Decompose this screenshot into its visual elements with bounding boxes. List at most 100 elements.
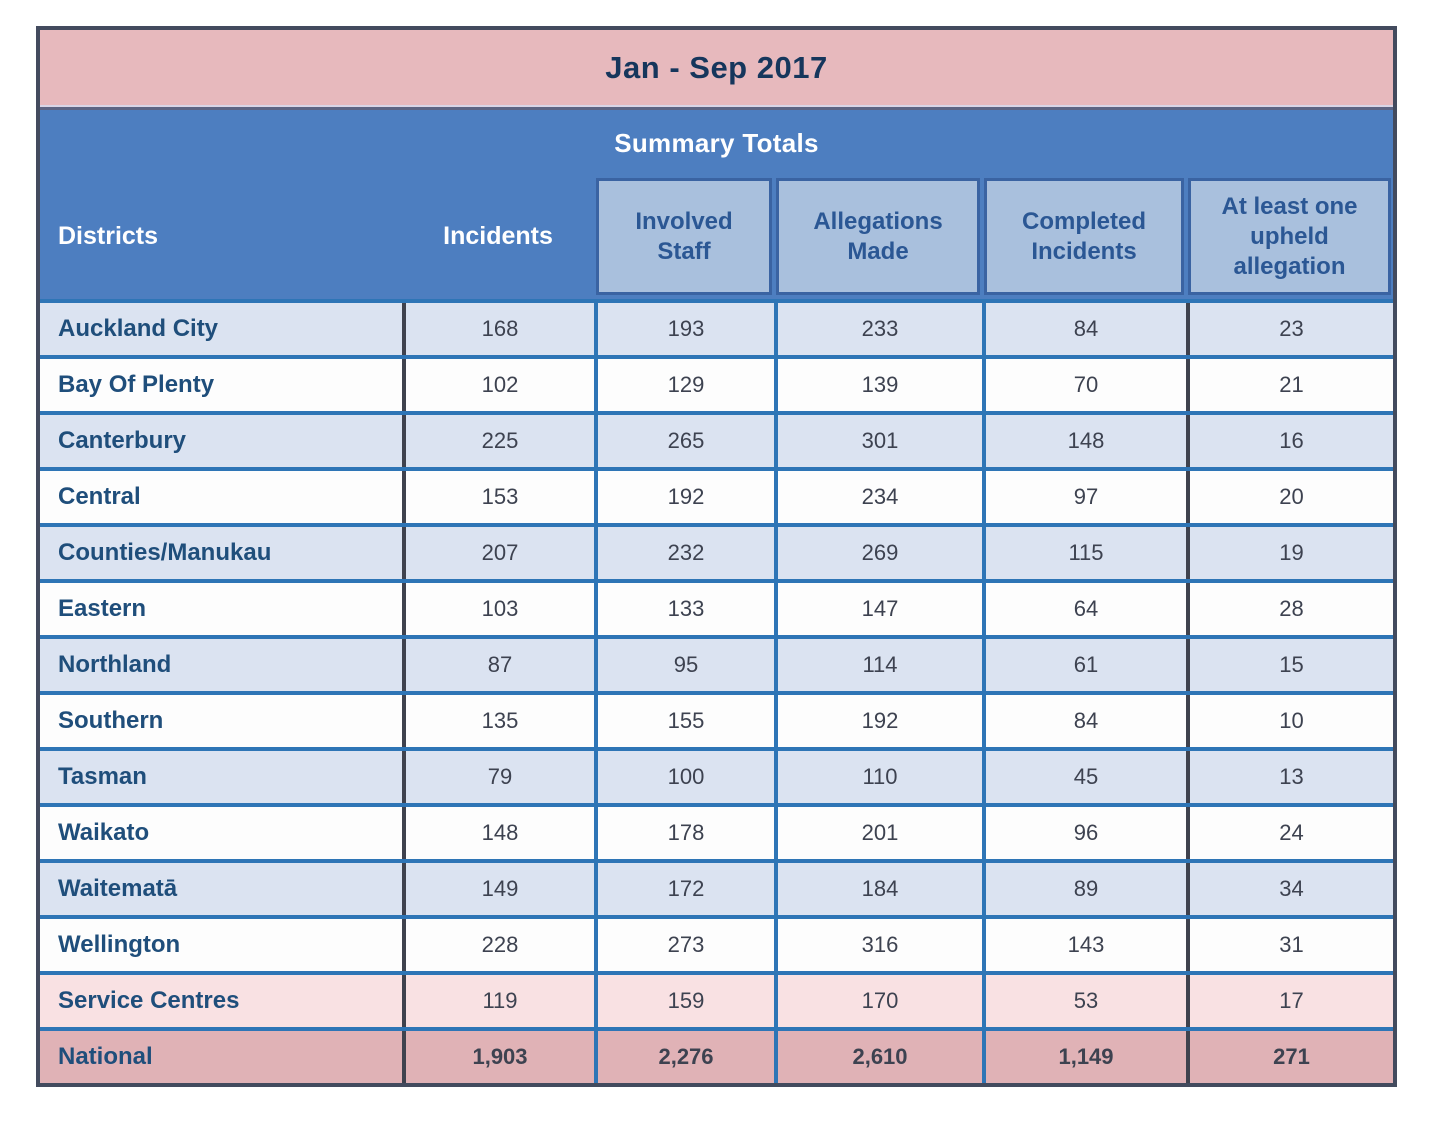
value-cell: 21 [1186,359,1393,411]
table-row: Eastern 103 133 147 64 28 [40,579,1393,635]
value-cell: 15 [1186,639,1393,691]
table-row: Tasman 79 100 110 45 13 [40,747,1393,803]
value-cell: 269 [774,527,982,579]
value-cell: 103 [402,583,594,635]
value-cell: 31 [1186,919,1393,971]
district-cell: Eastern [58,595,147,622]
value-cell: 100 [594,751,774,803]
value-cell: 19 [1186,527,1393,579]
district-cell: Tasman [58,763,147,790]
value-cell: 139 [774,359,982,411]
value-cell: 233 [774,303,982,355]
value-cell: 133 [594,583,774,635]
value-cell: 79 [402,751,594,803]
value-cell: 1,903 [402,1031,594,1083]
value-cell: 301 [774,415,982,467]
value-cell: 168 [402,303,594,355]
value-cell: 172 [594,863,774,915]
table-row: Bay Of Plenty 102 129 139 70 21 [40,355,1393,411]
district-cell: Bay Of Plenty [58,371,215,398]
value-cell: 53 [982,975,1186,1027]
table-row: Northland 87 95 114 61 15 [40,635,1393,691]
column-header-completed-incidents: Completed Incidents [984,178,1184,295]
column-header-incidents: Incidents [443,222,553,250]
value-cell: 119 [402,975,594,1027]
value-cell: 20 [1186,471,1393,523]
value-cell: 265 [594,415,774,467]
value-cell: 148 [982,415,1186,467]
period-title: Jan - Sep 2017 [605,49,828,85]
value-cell: 96 [982,807,1186,859]
value-cell: 192 [774,695,982,747]
value-cell: 45 [982,751,1186,803]
value-cell: 155 [594,695,774,747]
value-cell: 149 [402,863,594,915]
value-cell: 2,610 [774,1031,982,1083]
column-header-label: Completed Incidents [1021,207,1146,265]
value-cell: 114 [774,639,982,691]
column-header-upheld-allegation: At least one upheld allegation [1188,178,1391,295]
value-cell: 207 [402,527,594,579]
district-cell: Wellington [58,931,181,958]
district-cell: Auckland City [58,315,219,342]
value-cell: 225 [402,415,594,467]
column-header-allegations-made: Allegations Made [776,178,980,295]
summary-table: Jan - Sep 2017 Summary Totals Districts … [36,26,1397,1087]
table-body: Auckland City 168 193 233 84 23 Bay Of P… [40,299,1393,1083]
value-cell: 129 [594,359,774,411]
table-header: Summary Totals Districts Incidents Invol… [40,107,1393,299]
value-cell: 232 [594,527,774,579]
value-cell: 153 [402,471,594,523]
value-cell: 89 [982,863,1186,915]
value-cell: 178 [594,807,774,859]
value-cell: 2,276 [594,1031,774,1083]
column-header-label: Allegations Made [813,207,943,265]
value-cell: 13 [1186,751,1393,803]
table-row: Southern 135 155 192 84 10 [40,691,1393,747]
value-cell: 70 [982,359,1186,411]
table-row: Wellington 228 273 316 143 31 [40,915,1393,971]
district-cell: Waikato [58,819,150,846]
value-cell: 147 [774,583,982,635]
value-cell: 316 [774,919,982,971]
district-cell: Northland [58,651,172,678]
value-cell: 184 [774,863,982,915]
value-cell: 201 [774,807,982,859]
value-cell: 192 [594,471,774,523]
value-cell: 23 [1186,303,1393,355]
column-headers: Districts Incidents Involved Staff Alleg… [40,178,1393,295]
table-row: National 1,903 2,276 2,610 1,149 271 [40,1027,1393,1083]
value-cell: 84 [982,695,1186,747]
value-cell: 159 [594,975,774,1027]
value-cell: 148 [402,807,594,859]
table-row: Auckland City 168 193 233 84 23 [40,299,1393,355]
value-cell: 143 [982,919,1186,971]
column-header-districts: Districts [58,222,159,250]
value-cell: 64 [982,583,1186,635]
value-cell: 34 [1186,863,1393,915]
value-cell: 84 [982,303,1186,355]
value-cell: 28 [1186,583,1393,635]
district-cell: Counties/Manukau [58,539,272,566]
table-row: Canterbury 225 265 301 148 16 [40,411,1393,467]
value-cell: 102 [402,359,594,411]
value-cell: 16 [1186,415,1393,467]
district-cell: Southern [58,707,164,734]
value-cell: 1,149 [982,1031,1186,1083]
value-cell: 115 [982,527,1186,579]
value-cell: 273 [594,919,774,971]
value-cell: 24 [1186,807,1393,859]
value-cell: 87 [402,639,594,691]
value-cell: 61 [982,639,1186,691]
value-cell: 17 [1186,975,1393,1027]
table-row: Waikato 148 178 201 96 24 [40,803,1393,859]
district-cell: Canterbury [58,427,187,454]
period-header: Jan - Sep 2017 [40,30,1393,107]
value-cell: 135 [402,695,594,747]
district-cell: National [58,1043,153,1070]
column-header-involved-staff: Involved Staff [596,178,772,295]
value-cell: 228 [402,919,594,971]
column-header-label: Involved Staff [635,207,733,265]
value-cell: 193 [594,303,774,355]
